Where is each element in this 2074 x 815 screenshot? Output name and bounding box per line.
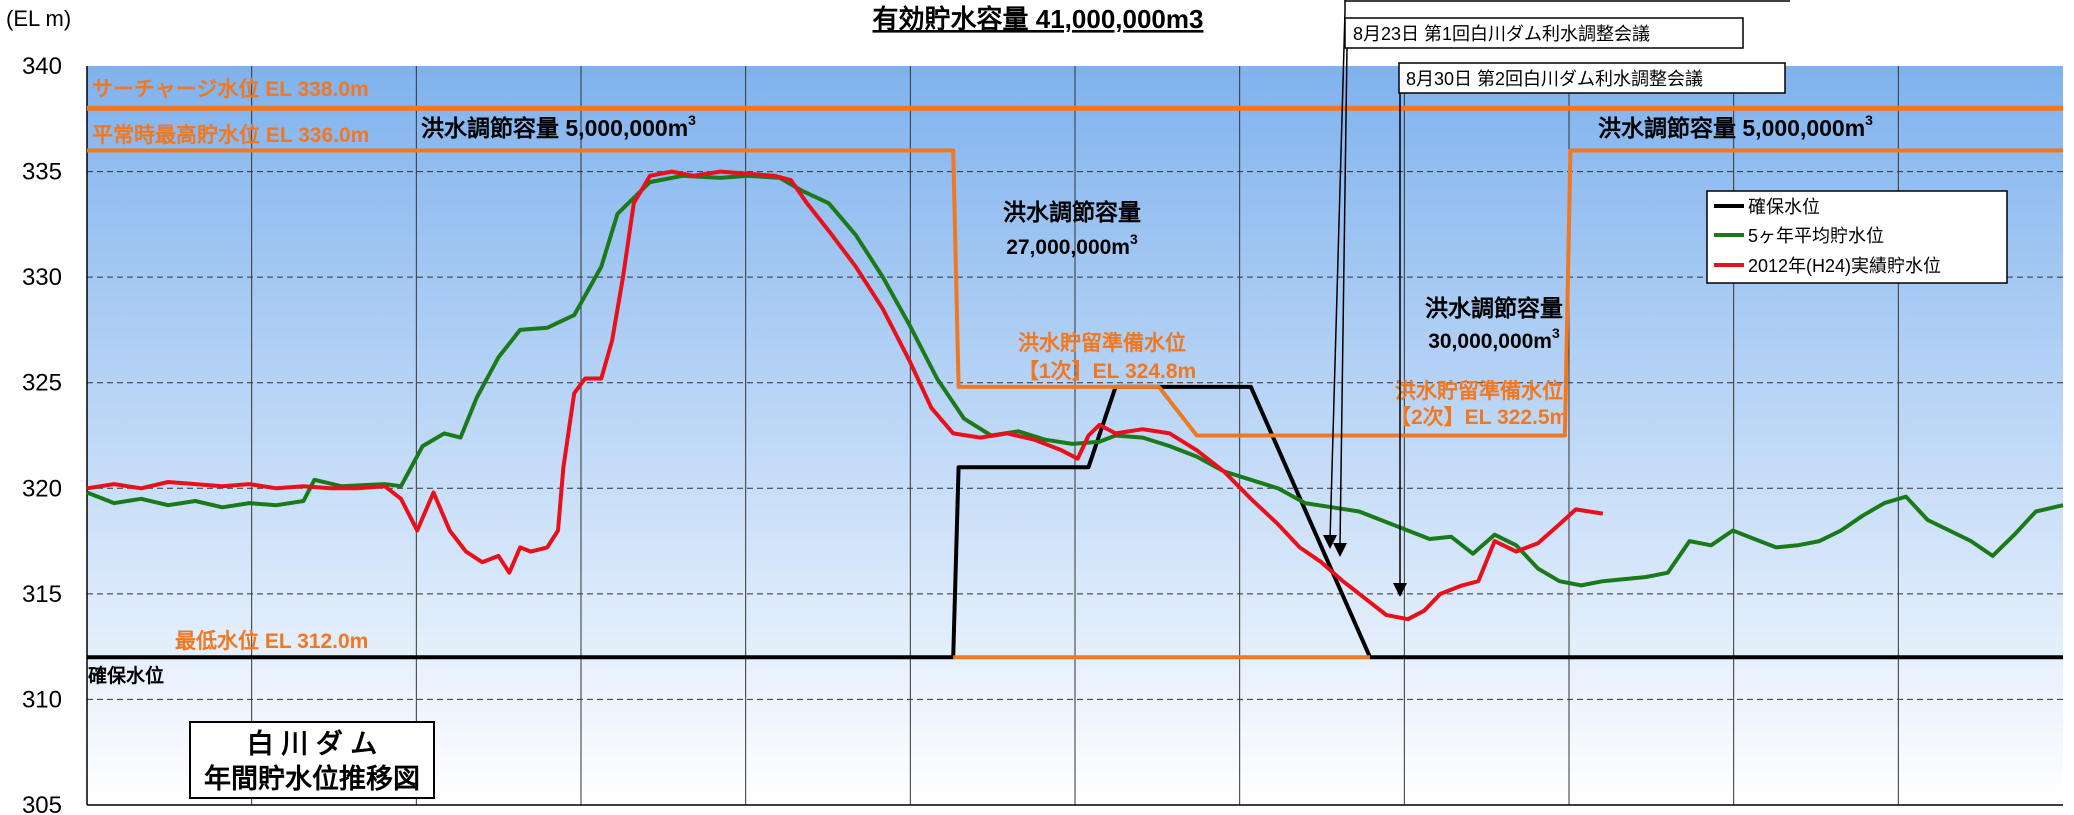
- y-tick-label-315: 315: [22, 581, 62, 608]
- chart-name-line2: 年間貯水位推移図: [204, 763, 420, 794]
- secured-level-label: 確保水位: [88, 664, 164, 687]
- chart-name-line1: 白 川 ダ ム: [247, 728, 378, 759]
- meeting-1-label: 8月23日 第1回白川ダム利水調整会議: [1353, 24, 1650, 44]
- legend-label-2012: 2012年(H24)実績貯水位: [1748, 256, 1941, 276]
- flood-capacity-1: 洪水調節容量 5,000,000m3: [421, 112, 696, 141]
- prep-level-1-value: 【1次】EL 324.8m: [1018, 359, 1196, 383]
- y-tick-label-335: 335: [22, 159, 62, 186]
- y-axis-ticks: 305 310 315 320 325 330 335 340: [22, 53, 62, 815]
- flood-capacity-4: 洪水調節容量 5,000,000m3: [1598, 112, 1873, 141]
- y-axis-unit-label: (EL m): [6, 6, 71, 31]
- surcharge-level-label: サーチャージ水位 EL 338.0m: [92, 77, 369, 101]
- normal-max-level-label: 平常時最高貯水位 EL 336.0m: [92, 123, 369, 147]
- flood-capacity-3-value: 30,000,000m3: [1428, 325, 1560, 353]
- y-tick-label-310: 310: [22, 686, 62, 713]
- y-tick-label-320: 320: [22, 475, 62, 502]
- meeting-2-label: 8月30日 第2回白川ダム利水調整会議: [1406, 69, 1703, 89]
- prep-level-2-value: 【2次】EL 322.5m: [1390, 405, 1568, 429]
- chart-title: 有効貯水容量 41,000,000m3: [873, 4, 1204, 34]
- prep-level-2-title: 洪水貯留準備水位: [1395, 379, 1563, 403]
- y-tick-label-325: 325: [22, 370, 62, 397]
- y-tick-label-340: 340: [22, 53, 62, 80]
- flood-capacity-2-value: 27,000,000m3: [1006, 231, 1138, 259]
- y-tick-label-305: 305: [22, 792, 62, 815]
- min-level-label: 最低水位 EL 312.0m: [175, 629, 368, 653]
- flood-capacity-3-title: 洪水調節容量: [1425, 295, 1563, 321]
- legend-label-5yr-avg: 5ヶ年平均貯水位: [1748, 226, 1884, 246]
- flood-capacity-2-title: 洪水調節容量: [1003, 199, 1141, 225]
- legend-label-secured: 確保水位: [1748, 197, 1820, 217]
- prep-level-1-title: 洪水貯留準備水位: [1018, 331, 1186, 355]
- chart-name-box: 白 川 ダ ム 年間貯水位推移図: [190, 722, 434, 798]
- legend: 確保水位 5ヶ年平均貯水位 2012年(H24)実績貯水位: [1707, 191, 2007, 283]
- y-tick-label-330: 330: [22, 264, 62, 291]
